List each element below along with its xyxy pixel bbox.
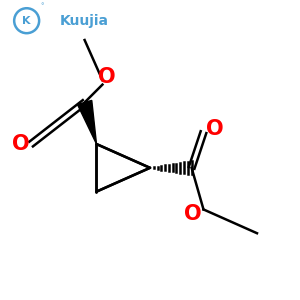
Text: O: O (12, 134, 29, 154)
Text: O: O (184, 204, 202, 224)
Text: °: ° (40, 4, 44, 10)
Text: O: O (206, 119, 224, 139)
Text: K: K (22, 16, 31, 26)
Text: Kuujia: Kuujia (60, 14, 109, 28)
Text: O: O (98, 67, 116, 87)
Polygon shape (77, 100, 97, 144)
